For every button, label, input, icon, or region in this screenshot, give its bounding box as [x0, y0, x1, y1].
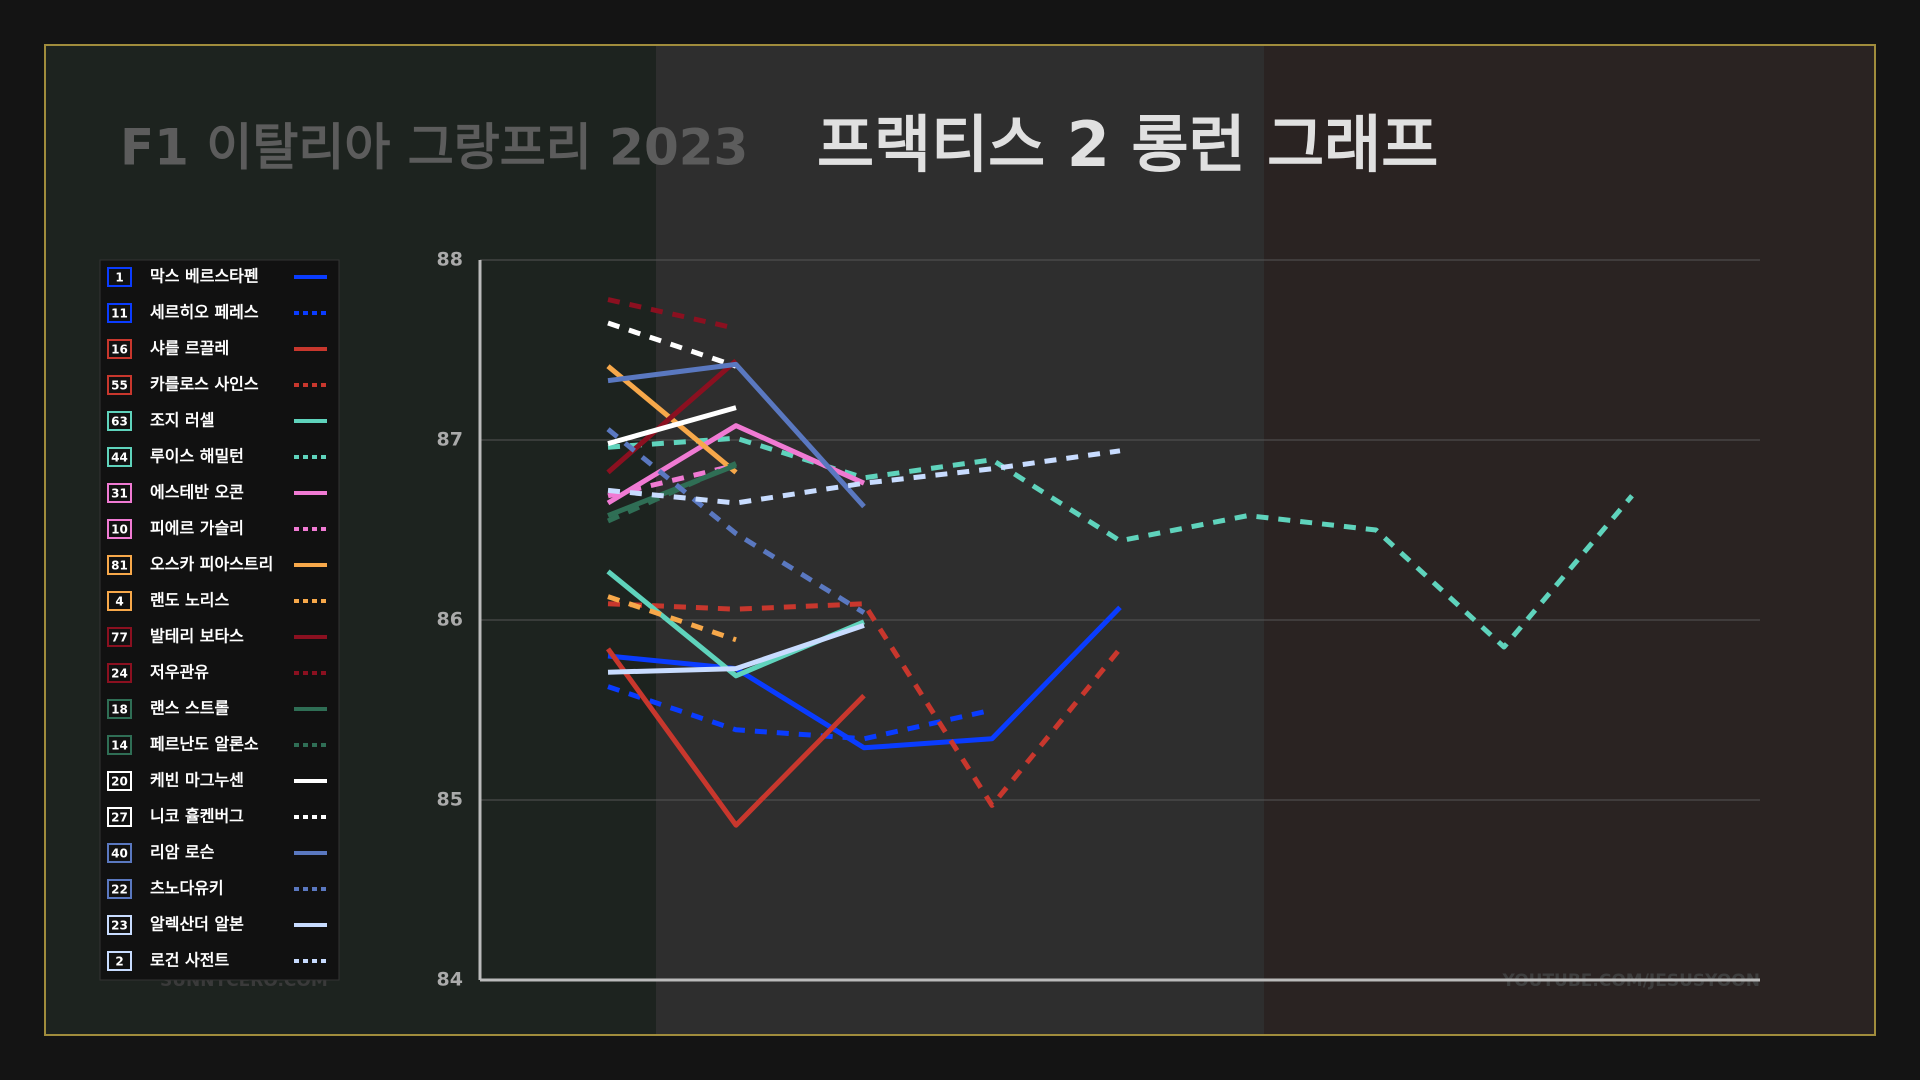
chart-subtitle: 프랙티스 2 롱런 그래프 — [817, 108, 1438, 181]
legend-label: 케빈 마그누센 — [150, 771, 244, 790]
legend-badge — [107, 663, 132, 683]
panel-middle — [656, 45, 1264, 1035]
legend-label: 페르난도 알론소 — [150, 735, 259, 754]
legend-number: 81 — [111, 559, 128, 573]
legend-badge — [107, 771, 132, 791]
legend-badge — [107, 339, 132, 359]
chart-title: F1 이탈리아 그랑프리 2023 — [120, 119, 748, 177]
legend-number: 22 — [111, 883, 128, 897]
legend-badge — [107, 483, 132, 503]
legend-badge — [107, 375, 132, 395]
series-line — [607, 405, 737, 447]
series-line — [606, 461, 738, 524]
legend-number: 40 — [111, 847, 128, 861]
legend-badge — [107, 915, 132, 935]
legend-label: 에스테반 오콘 — [150, 483, 244, 502]
series-line — [605, 647, 866, 828]
legend-label: 세르히오 페레스 — [150, 303, 259, 322]
legend-number: 23 — [111, 919, 128, 933]
legend-badge — [107, 627, 132, 647]
legend-number: 10 — [111, 523, 128, 537]
series-line — [607, 594, 737, 643]
legend-label: 루이스 해밀턴 — [150, 447, 244, 466]
legend-badge — [107, 555, 132, 575]
panel-right — [1264, 45, 1875, 1035]
legend-number: 4 — [115, 595, 123, 609]
legend-label: 랜도 노리스 — [150, 591, 229, 610]
legend-badge — [107, 807, 132, 827]
series-line — [606, 427, 866, 615]
legend-badge — [107, 735, 132, 755]
legend-label: 조지 러셀 — [150, 411, 214, 430]
legend-label: 발테리 보타스 — [150, 627, 244, 646]
legend-label: 오스카 피아스트리 — [150, 555, 273, 574]
legend-badge — [107, 699, 132, 719]
legend-label: 저우관유 — [150, 663, 209, 682]
legend-label: 로건 사전트 — [150, 951, 229, 970]
legend-label: 샤를 르끌레 — [150, 339, 229, 358]
y-tick-label: 85 — [437, 789, 463, 811]
legend-badge — [107, 843, 132, 863]
y-tick-label: 86 — [437, 609, 463, 631]
legend-number: 18 — [111, 703, 128, 717]
legend-badge — [107, 267, 132, 287]
series-line — [606, 358, 738, 475]
legend-label: 츠노다유키 — [150, 879, 224, 898]
series-line — [607, 684, 993, 742]
legend-badge — [107, 591, 132, 611]
legend-label: 막스 베르스타펜 — [150, 267, 259, 286]
y-tick-label: 87 — [437, 429, 463, 451]
legend-number: 11 — [111, 307, 128, 321]
series-line — [607, 361, 866, 509]
legend-badge — [107, 303, 132, 323]
y-tick-label: 88 — [437, 249, 463, 271]
legend-number: 14 — [111, 739, 128, 753]
series-line — [607, 605, 1122, 751]
legend-number: 31 — [111, 487, 128, 501]
legend-label: 알렉산더 알본 — [150, 915, 244, 934]
legend-label: 리암 로슨 — [150, 843, 215, 862]
series-line — [607, 623, 865, 675]
legend-label: 니코 휼켄버그 — [150, 807, 244, 826]
legend-label: 피에르 가슬리 — [150, 519, 244, 538]
legend-number: 27 — [111, 811, 128, 825]
legend-number: 16 — [111, 343, 128, 357]
legend-badge — [107, 411, 132, 431]
legend-number: 55 — [111, 379, 128, 393]
legend-badge — [107, 519, 132, 539]
legend-number: 2 — [115, 955, 123, 969]
legend-number: 63 — [111, 415, 128, 429]
legend-badge — [107, 951, 132, 971]
y-tick-label: 84 — [437, 969, 463, 991]
series-line — [607, 320, 737, 369]
legend-label: 카를로스 사인스 — [150, 375, 259, 394]
frame — [44, 44, 1876, 1036]
legend-badge — [107, 879, 132, 899]
legend-number: 20 — [111, 775, 128, 789]
legend-number: 24 — [111, 667, 128, 681]
legend-number: 1 — [115, 271, 123, 285]
legend-box — [99, 259, 340, 981]
legend-number: 77 — [111, 631, 128, 645]
series-line — [606, 423, 866, 506]
legend-label: 랜스 스트롤 — [150, 699, 229, 718]
legend-number: 44 — [111, 451, 128, 465]
legend-badge — [107, 447, 132, 467]
